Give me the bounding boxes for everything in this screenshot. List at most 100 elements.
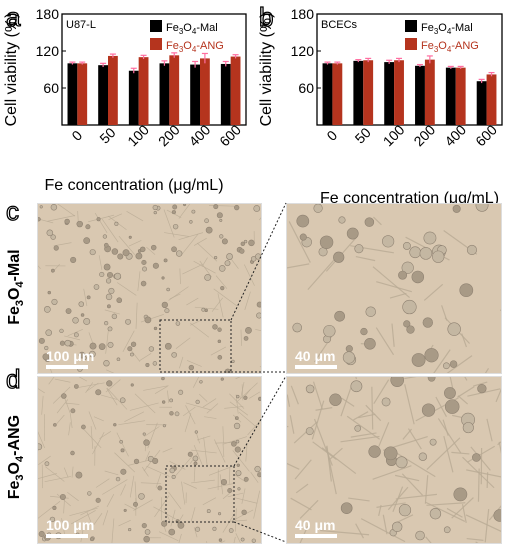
- cell: [201, 307, 206, 312]
- cell-process: [143, 385, 169, 391]
- cell-process: [146, 465, 170, 477]
- cell-process: [63, 497, 65, 514]
- cell: [171, 210, 176, 215]
- cell-process: [124, 411, 145, 422]
- cell-process: [67, 491, 79, 502]
- cell-process: [122, 330, 135, 353]
- cell-process: [146, 246, 156, 255]
- cell-process: [423, 283, 444, 301]
- cell: [182, 204, 187, 207]
- cell: [382, 235, 395, 248]
- cell: [144, 529, 151, 535]
- cell: [123, 508, 127, 512]
- cell: [447, 322, 461, 336]
- cell: [46, 229, 54, 237]
- cell: [195, 399, 200, 405]
- cell: [116, 297, 123, 304]
- cell: [364, 337, 376, 350]
- cell: [43, 306, 51, 313]
- cell-process: [193, 237, 207, 246]
- cell: [199, 380, 203, 384]
- cell: [78, 301, 85, 307]
- cell-process: [155, 473, 162, 488]
- cell: [50, 204, 58, 211]
- bar-mal: [128, 70, 139, 125]
- cell: [305, 427, 314, 436]
- cell: [177, 522, 185, 529]
- cell-process: [139, 353, 152, 361]
- cell-process: [307, 259, 335, 291]
- cell: [114, 272, 122, 280]
- cell: [53, 245, 59, 251]
- cell: [220, 479, 227, 486]
- cell: [368, 445, 381, 458]
- cell: [432, 250, 445, 263]
- cell: [239, 248, 245, 254]
- cell: [59, 328, 64, 334]
- cell-process: [372, 266, 410, 299]
- cell-process: [348, 497, 370, 502]
- cell-process: [39, 218, 54, 224]
- cell: [105, 293, 113, 301]
- cell-process: [94, 212, 108, 233]
- cell: [96, 217, 101, 222]
- cell-process: [69, 413, 73, 429]
- cell-process: [425, 536, 432, 543]
- cell: [103, 321, 109, 326]
- cell-process: [104, 309, 120, 315]
- cell-process: [182, 406, 196, 417]
- cell-process: [83, 288, 88, 307]
- cell-process: [193, 527, 198, 538]
- y-axis-label: Cell viability (%): [3, 13, 20, 127]
- cell: [80, 313, 85, 317]
- cell: [243, 336, 249, 341]
- cell: [364, 217, 375, 227]
- row-label-ang: Fe3O4-ANG: [5, 414, 27, 500]
- bar-mal: [322, 63, 333, 125]
- cell: [236, 463, 240, 467]
- cell: [391, 521, 403, 533]
- cell: [381, 397, 391, 407]
- bar-ang: [455, 67, 466, 125]
- cell: [187, 451, 193, 457]
- cell: [128, 235, 132, 239]
- cell-process: [128, 240, 142, 247]
- cell: [299, 233, 307, 241]
- cell-process: [437, 418, 462, 454]
- cell: [139, 246, 146, 253]
- bar-mal: [353, 60, 364, 125]
- cell-process: [68, 422, 71, 436]
- cell: [52, 505, 57, 510]
- cell: [106, 380, 113, 387]
- cell: [237, 487, 241, 491]
- cell-process: [293, 421, 318, 444]
- bar-ang: [77, 63, 88, 125]
- cell-process: [340, 435, 380, 443]
- cell: [257, 472, 261, 478]
- cell-process: [70, 510, 96, 525]
- cell-process: [477, 468, 480, 502]
- cell-process: [486, 472, 489, 489]
- cell: [452, 204, 461, 213]
- cell: [255, 253, 261, 260]
- y-tick-label: 180: [36, 6, 60, 22]
- cell: [403, 320, 411, 328]
- cell: [422, 317, 433, 328]
- cell: [164, 308, 170, 314]
- cell-process: [446, 507, 463, 518]
- cell-process: [57, 204, 76, 217]
- cell: [192, 455, 199, 462]
- cell: [254, 465, 261, 473]
- cell-process: [54, 378, 71, 383]
- cell-process: [92, 432, 105, 455]
- cell: [256, 312, 261, 319]
- cell: [163, 258, 168, 263]
- cell: [419, 247, 433, 260]
- cell: [133, 501, 138, 507]
- cell: [195, 526, 201, 532]
- cell-process: [182, 264, 203, 275]
- micrograph-ang-zoom: 40 μm: [286, 376, 502, 544]
- cell: [421, 403, 436, 417]
- cell-process: [191, 449, 217, 454]
- cell: [444, 399, 460, 414]
